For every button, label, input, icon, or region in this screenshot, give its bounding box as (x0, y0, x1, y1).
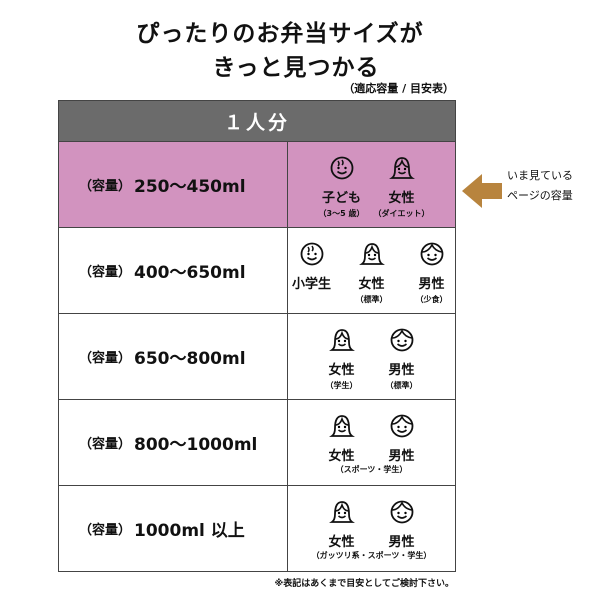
person-label: 男性 (418, 277, 445, 292)
arrow-left-icon (462, 174, 502, 208)
table-row: （容量） 400〜650ml 小学生 女性 （標準） 男性 （少食） (59, 227, 455, 313)
person-label: 小学生 (291, 277, 331, 292)
footnote: ※表記はあくまで目安としてご検討下さい。 (274, 579, 454, 589)
title-line2: きっと見つかる (212, 55, 380, 81)
child-face-icon (299, 240, 325, 270)
capacity-prefix: （容量） (79, 179, 132, 194)
person: 男性 (379, 412, 425, 464)
people-cell: 女性 男性 （スポーツ・学生） (288, 400, 455, 485)
person: 女性 (319, 412, 365, 464)
person-label: 女性 (328, 449, 355, 464)
capacity-table: １人分 （容量） 250〜450ml 子ども （3〜5 歳） 女性 （ダイエット） （容量）… (58, 100, 456, 572)
subtitle: （適応容量 / 目安表） (343, 82, 454, 95)
woman-face-icon (388, 154, 415, 184)
person-note: （3〜5 歳） (318, 209, 365, 218)
capacity-cell: （容量） 400〜650ml (59, 228, 288, 313)
people-cell: 女性 男性 （ガッツリ系・スポーツ・学生） (288, 486, 455, 571)
person-note: （標準） (355, 295, 388, 304)
person: 女性 （学生） (319, 326, 365, 391)
person-note: （ダイエット） (373, 209, 430, 218)
person-label: 男性 (388, 363, 415, 378)
person: 子ども （3〜5 歳） (319, 154, 365, 219)
person-note: （標準） (385, 381, 418, 390)
person: 男性 （標準） (379, 326, 425, 391)
capacity-cell: （容量） 250〜450ml (59, 142, 288, 227)
capacity-prefix: （容量） (79, 523, 132, 538)
title-line1: ぴったりのお弁当サイズが (136, 21, 424, 47)
person-label: 子ども (321, 191, 361, 206)
people-cell: 女性 （学生） 男性 （標準） (288, 314, 455, 399)
person-note: （少食） (415, 295, 448, 304)
woman-face-icon (328, 326, 355, 356)
man-face-icon (389, 412, 415, 442)
man-face-icon (389, 326, 415, 356)
capacity-cell: （容量） 1000ml 以上 (59, 486, 288, 571)
capacity-value: 650〜800ml (134, 349, 246, 369)
person-label: 女性 (358, 277, 385, 292)
indicator-line1: いま見ている (507, 169, 573, 182)
woman-face-icon (328, 412, 355, 442)
person-note: （学生） (325, 381, 358, 390)
table-row: （容量） 1000ml 以上 女性 男性 （ガッツリ系・スポーツ・学生） (59, 485, 455, 571)
person: 女性 （標準） (349, 240, 395, 305)
child-face-icon (329, 154, 355, 184)
capacity-prefix: （容量） (79, 351, 132, 366)
capacity-value: 1000ml 以上 (134, 521, 245, 541)
person-label: 男性 (388, 449, 415, 464)
capacity-cell: （容量） 800〜1000ml (59, 400, 288, 485)
person-label: 女性 (328, 363, 355, 378)
person: 女性 （ダイエット） (374, 154, 429, 219)
people-cell: 小学生 女性 （標準） 男性 （少食） (288, 228, 455, 313)
people-cell: 子ども （3〜5 歳） 女性 （ダイエット） (288, 142, 455, 227)
table-row: （容量） 650〜800ml 女性 （学生） 男性 （標準） (59, 313, 455, 399)
capacity-value: 400〜650ml (134, 263, 246, 283)
person-label: 女性 (328, 535, 355, 550)
person-label: 女性 (388, 191, 415, 206)
capacity-cell: （容量） 650〜800ml (59, 314, 288, 399)
table-row: （容量） 250〜450ml 子ども （3〜5 歳） 女性 （ダイエット） (59, 141, 455, 227)
person-label: 男性 (388, 535, 415, 550)
indicator-line2: ページの容量 (507, 189, 573, 202)
capacity-prefix: （容量） (79, 265, 132, 280)
man-face-icon (419, 240, 445, 270)
woman-face-icon (358, 240, 385, 270)
woman-face-icon (328, 498, 355, 528)
capacity-value: 800〜1000ml (134, 435, 258, 455)
table-header: １人分 (59, 101, 455, 141)
man-face-icon (389, 498, 415, 528)
person: 女性 (319, 498, 365, 550)
person: 小学生 (289, 240, 335, 294)
current-page-indicator: いま見ている ページの容量 (507, 166, 573, 206)
capacity-value: 250〜450ml (134, 177, 246, 197)
shared-note: （ガッツリ系・スポーツ・学生） (311, 551, 432, 560)
capacity-prefix: （容量） (79, 437, 132, 452)
table-row: （容量） 800〜1000ml 女性 男性 （スポーツ・学生） (59, 399, 455, 485)
person: 男性 （少食） (409, 240, 455, 305)
shared-note: （スポーツ・学生） (335, 465, 408, 474)
person: 男性 (379, 498, 425, 550)
